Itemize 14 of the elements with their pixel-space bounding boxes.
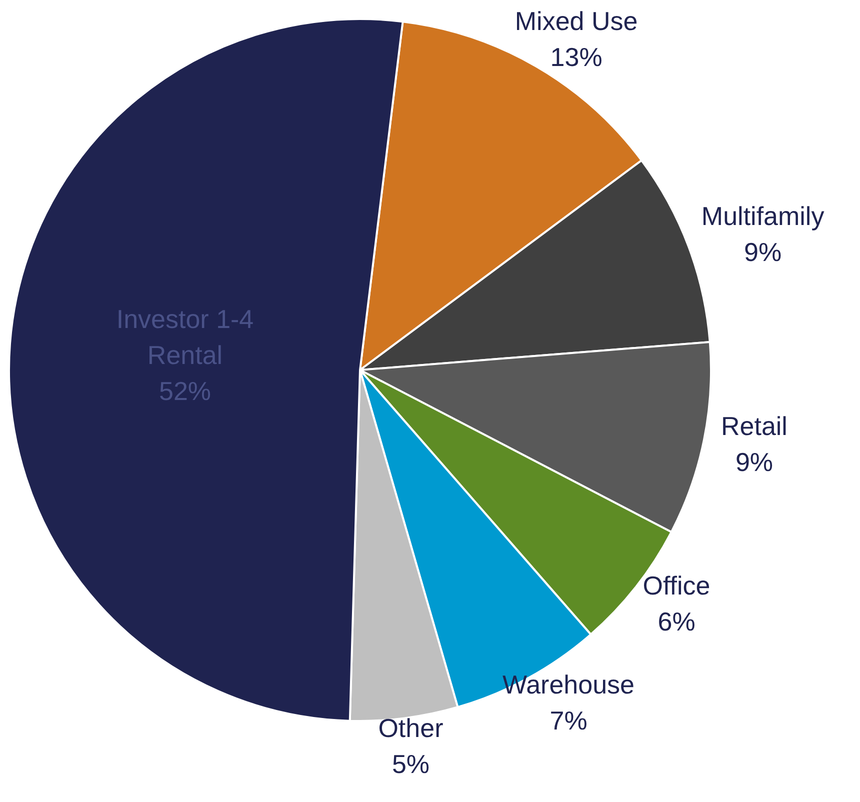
slice-label: Other [378, 713, 444, 744]
data-label: 13% [550, 42, 602, 72]
slice-label: Investor 1-4 Rental [116, 304, 254, 370]
slice-label: Retail [720, 410, 788, 441]
data-label: 9% [735, 446, 774, 477]
data-label: 5% [392, 749, 430, 780]
data-label: 6% [658, 606, 696, 637]
slice-label: Office [642, 570, 710, 601]
slice-label: Warehouse [502, 670, 635, 700]
slice-label: Mixed Use [514, 6, 638, 36]
slice-label: Multifamily [701, 200, 824, 231]
data-label: 52% [158, 376, 212, 406]
data-label: 9% [744, 236, 782, 267]
data-label: 7% [550, 706, 588, 736]
